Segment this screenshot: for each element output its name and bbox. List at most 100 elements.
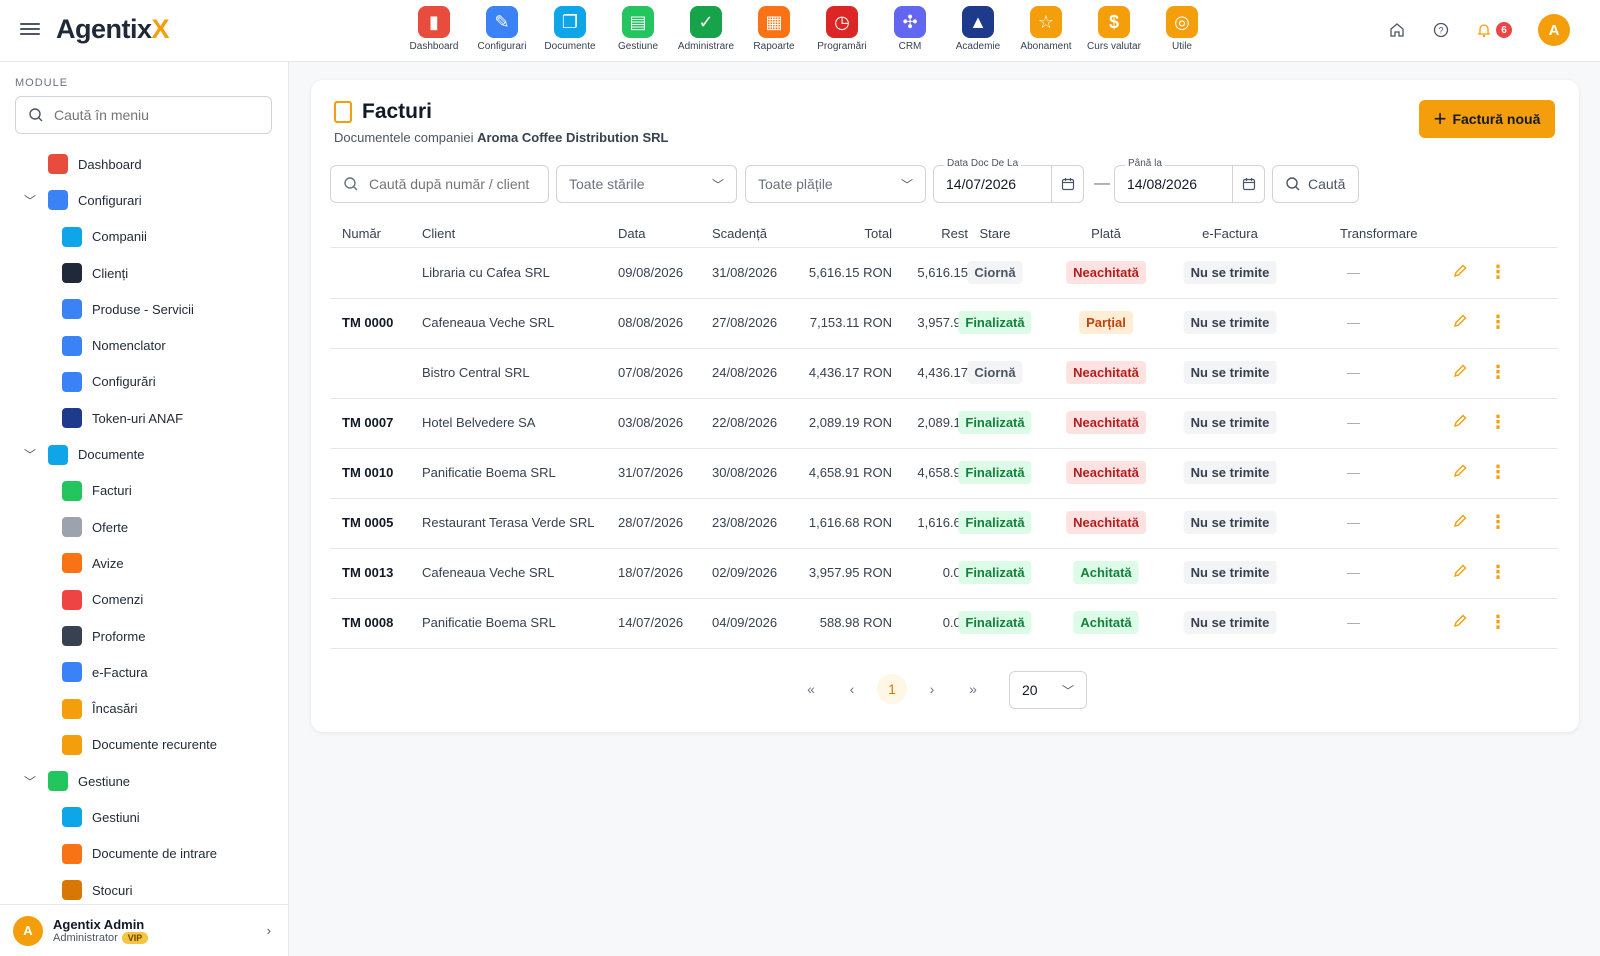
sidebar-search-input[interactable]: [54, 107, 254, 123]
col-efactura[interactable]: e-Factura: [1202, 226, 1258, 241]
more-vertical-icon[interactable]: ⋮: [1489, 562, 1507, 582]
col-due-date[interactable]: Scadență: [712, 226, 767, 241]
date-from-field[interactable]: Data Doc De La 14/07/2026: [933, 158, 1084, 203]
topnav-dashboard[interactable]: ▮ Dashboard: [400, 6, 468, 56]
topnav-wrench[interactable]: ✎ Configurari: [468, 6, 536, 56]
topnav-books[interactable]: ▤ Gestiune: [604, 6, 672, 56]
topnav-shield[interactable]: ✓ Administrare: [672, 6, 740, 56]
more-vertical-icon[interactable]: ⋮: [1489, 312, 1507, 332]
chevron-down-icon[interactable]: ﹀: [24, 193, 37, 208]
pencil-icon[interactable]: [1452, 463, 1468, 484]
prev-page-icon[interactable]: ‹: [849, 681, 855, 697]
sidebar-item-configur-ri[interactable]: Configurări: [0, 364, 289, 400]
payment-badge: Neachitată: [1066, 411, 1146, 434]
new-invoice-button[interactable]: + Factură nouă: [1419, 100, 1555, 138]
sidebar-item-produse-servicii[interactable]: Produse - Servicii: [0, 291, 289, 327]
sidebar-item-companii[interactable]: Companii: [0, 219, 289, 255]
table-row[interactable]: TM 0007 Hotel Belvedere SA 03/08/2026 22/08…: [330, 398, 1558, 449]
sidebar-item--ncas-ri[interactable]: Încasări: [0, 690, 289, 726]
pencil-icon[interactable]: [1452, 563, 1468, 584]
pencil-icon[interactable]: [1452, 613, 1468, 634]
next-page-icon[interactable]: ›: [929, 681, 935, 697]
col-client[interactable]: Client: [422, 226, 456, 241]
page-size-select[interactable]: 20 ﹀: [1009, 671, 1087, 709]
payment-select[interactable]: Toate plățile ﹀: [745, 165, 926, 203]
pencil-icon[interactable]: [1452, 413, 1468, 434]
more-vertical-icon[interactable]: ⋮: [1489, 412, 1507, 432]
app-logo[interactable]: AgentixX: [56, 14, 170, 44]
sidebar-item-clien-i[interactable]: Clienți: [0, 255, 289, 291]
more-vertical-icon[interactable]: ⋮: [1489, 512, 1507, 532]
invoice-search-input[interactable]: [369, 176, 539, 192]
table-row[interactable]: Libraria cu Cafea SRL 09/08/2026 31/08/202…: [330, 248, 1558, 299]
sidebar-item-nomenclator[interactable]: Nomenclator: [0, 327, 289, 363]
col-payment[interactable]: Plată: [1091, 226, 1121, 241]
pencil-icon[interactable]: [1452, 363, 1468, 384]
sidebar-item-e-factura[interactable]: e-Factura: [0, 654, 289, 690]
chevron-down-icon[interactable]: ﹀: [24, 774, 37, 789]
table-row[interactable]: TM 0008 Panificatie Boema SRL 14/07/2026 04…: [330, 598, 1558, 649]
topnav-reports[interactable]: ▦ Rapoarte: [740, 6, 808, 56]
top-bar: AgentixX ▮ Dashboard ✎ Configurari ❐ Document…: [0, 0, 1600, 62]
help-icon[interactable]: ?: [1432, 21, 1450, 39]
topnav-star[interactable]: ☆ Abonament: [1012, 6, 1080, 56]
sidebar-item-documente-de-intrare[interactable]: Documente de intrare: [0, 836, 289, 872]
table-row[interactable]: TM 0005 Restaurant Terasa Verde SRL 28/07/…: [330, 498, 1558, 549]
status-select[interactable]: Toate stările ﹀: [556, 165, 737, 203]
table-row[interactable]: Bistro Central SRL 07/08/2026 24/08/2026 4,…: [330, 348, 1558, 399]
sidebar-search[interactable]: [15, 96, 272, 134]
topnav-clock[interactable]: ◷ Programări: [808, 6, 876, 56]
transform-value: —: [1347, 565, 1360, 580]
col-number[interactable]: Număr: [342, 226, 382, 241]
sidebar-item-comenzi[interactable]: Comenzi: [0, 582, 289, 618]
date-to-field[interactable]: Până la 14/08/2026: [1114, 158, 1265, 203]
chevron-down-icon[interactable]: ﹀: [24, 448, 37, 463]
sidebar-item-facturi[interactable]: Facturi: [0, 473, 289, 509]
topnav-graduation[interactable]: ▲ Academie: [944, 6, 1012, 56]
sidebar-item-dashboard[interactable]: Dashboard: [0, 146, 289, 182]
pencil-icon[interactable]: [1452, 313, 1468, 334]
table-row[interactable]: TM 0013 Cafeneaua Veche SRL 18/07/2026 02/0…: [330, 548, 1558, 599]
invoice-total: 3,957.95 RON: [808, 565, 892, 580]
notifications-button[interactable]: 6: [1476, 22, 1512, 38]
invoice-search-field[interactable]: [330, 165, 549, 203]
sidebar-item-gestiuni[interactable]: Gestiuni: [0, 799, 289, 835]
col-date[interactable]: Data: [618, 226, 646, 241]
home-icon[interactable]: [1388, 21, 1406, 39]
col-rest[interactable]: Rest: [941, 226, 968, 241]
topnav-documents[interactable]: ❐ Documente: [536, 6, 604, 56]
sidebar-item-oferte[interactable]: Oferte: [0, 509, 289, 545]
sidebar-item-documente[interactable]: ﹀ Documente: [0, 436, 289, 472]
col-total[interactable]: Total: [864, 226, 892, 241]
calendar-icon[interactable]: [1051, 166, 1083, 202]
topnav-money[interactable]: $ Curs valutar: [1080, 6, 1148, 56]
page-button-current[interactable]: 1: [877, 674, 907, 704]
first-page-icon[interactable]: «: [807, 681, 815, 697]
sidebar-item-gestiune[interactable]: ﹀ Gestiune: [0, 763, 289, 799]
col-transform[interactable]: Transformare: [1340, 226, 1418, 241]
sidebar-item-documente-recurente[interactable]: Documente recurente: [0, 727, 289, 763]
last-page-icon[interactable]: »: [969, 681, 977, 697]
menu-icon[interactable]: [20, 20, 40, 40]
sidebar-item-token-uri-anaf[interactable]: Token-uri ANAF: [0, 400, 289, 436]
company-name: Aroma Coffee Distribution SRL: [477, 130, 669, 145]
search-button[interactable]: Caută: [1272, 165, 1359, 203]
col-status[interactable]: Stare: [979, 226, 1011, 241]
pencil-icon[interactable]: [1452, 263, 1468, 284]
calendar-icon[interactable]: [1232, 166, 1264, 202]
sidebar-item-proforme[interactable]: Proforme: [0, 618, 289, 654]
more-vertical-icon[interactable]: ⋮: [1489, 262, 1507, 282]
sidebar-item-stocuri[interactable]: Stocuri: [0, 872, 289, 908]
table-row[interactable]: TM 0000 Cafeneaua Veche SRL 08/08/2026 27/0…: [330, 298, 1558, 349]
sidebar-user-profile[interactable]: A Agentix Admin Administrator VIP ›: [0, 904, 289, 956]
table-row[interactable]: TM 0010 Panificatie Boema SRL 31/07/2026 30…: [330, 448, 1558, 499]
sidebar-item-avize[interactable]: Avize: [0, 545, 289, 581]
topnav-crm[interactable]: ✣ CRM: [876, 6, 944, 56]
more-vertical-icon[interactable]: ⋮: [1489, 362, 1507, 382]
more-vertical-icon[interactable]: ⋮: [1489, 612, 1507, 632]
pencil-icon[interactable]: [1452, 513, 1468, 534]
more-vertical-icon[interactable]: ⋮: [1489, 462, 1507, 482]
user-avatar[interactable]: A: [1538, 14, 1570, 46]
sidebar-item-configurari[interactable]: ﹀ Configurari: [0, 182, 289, 218]
topnav-compass[interactable]: ◎ Utile: [1148, 6, 1216, 56]
